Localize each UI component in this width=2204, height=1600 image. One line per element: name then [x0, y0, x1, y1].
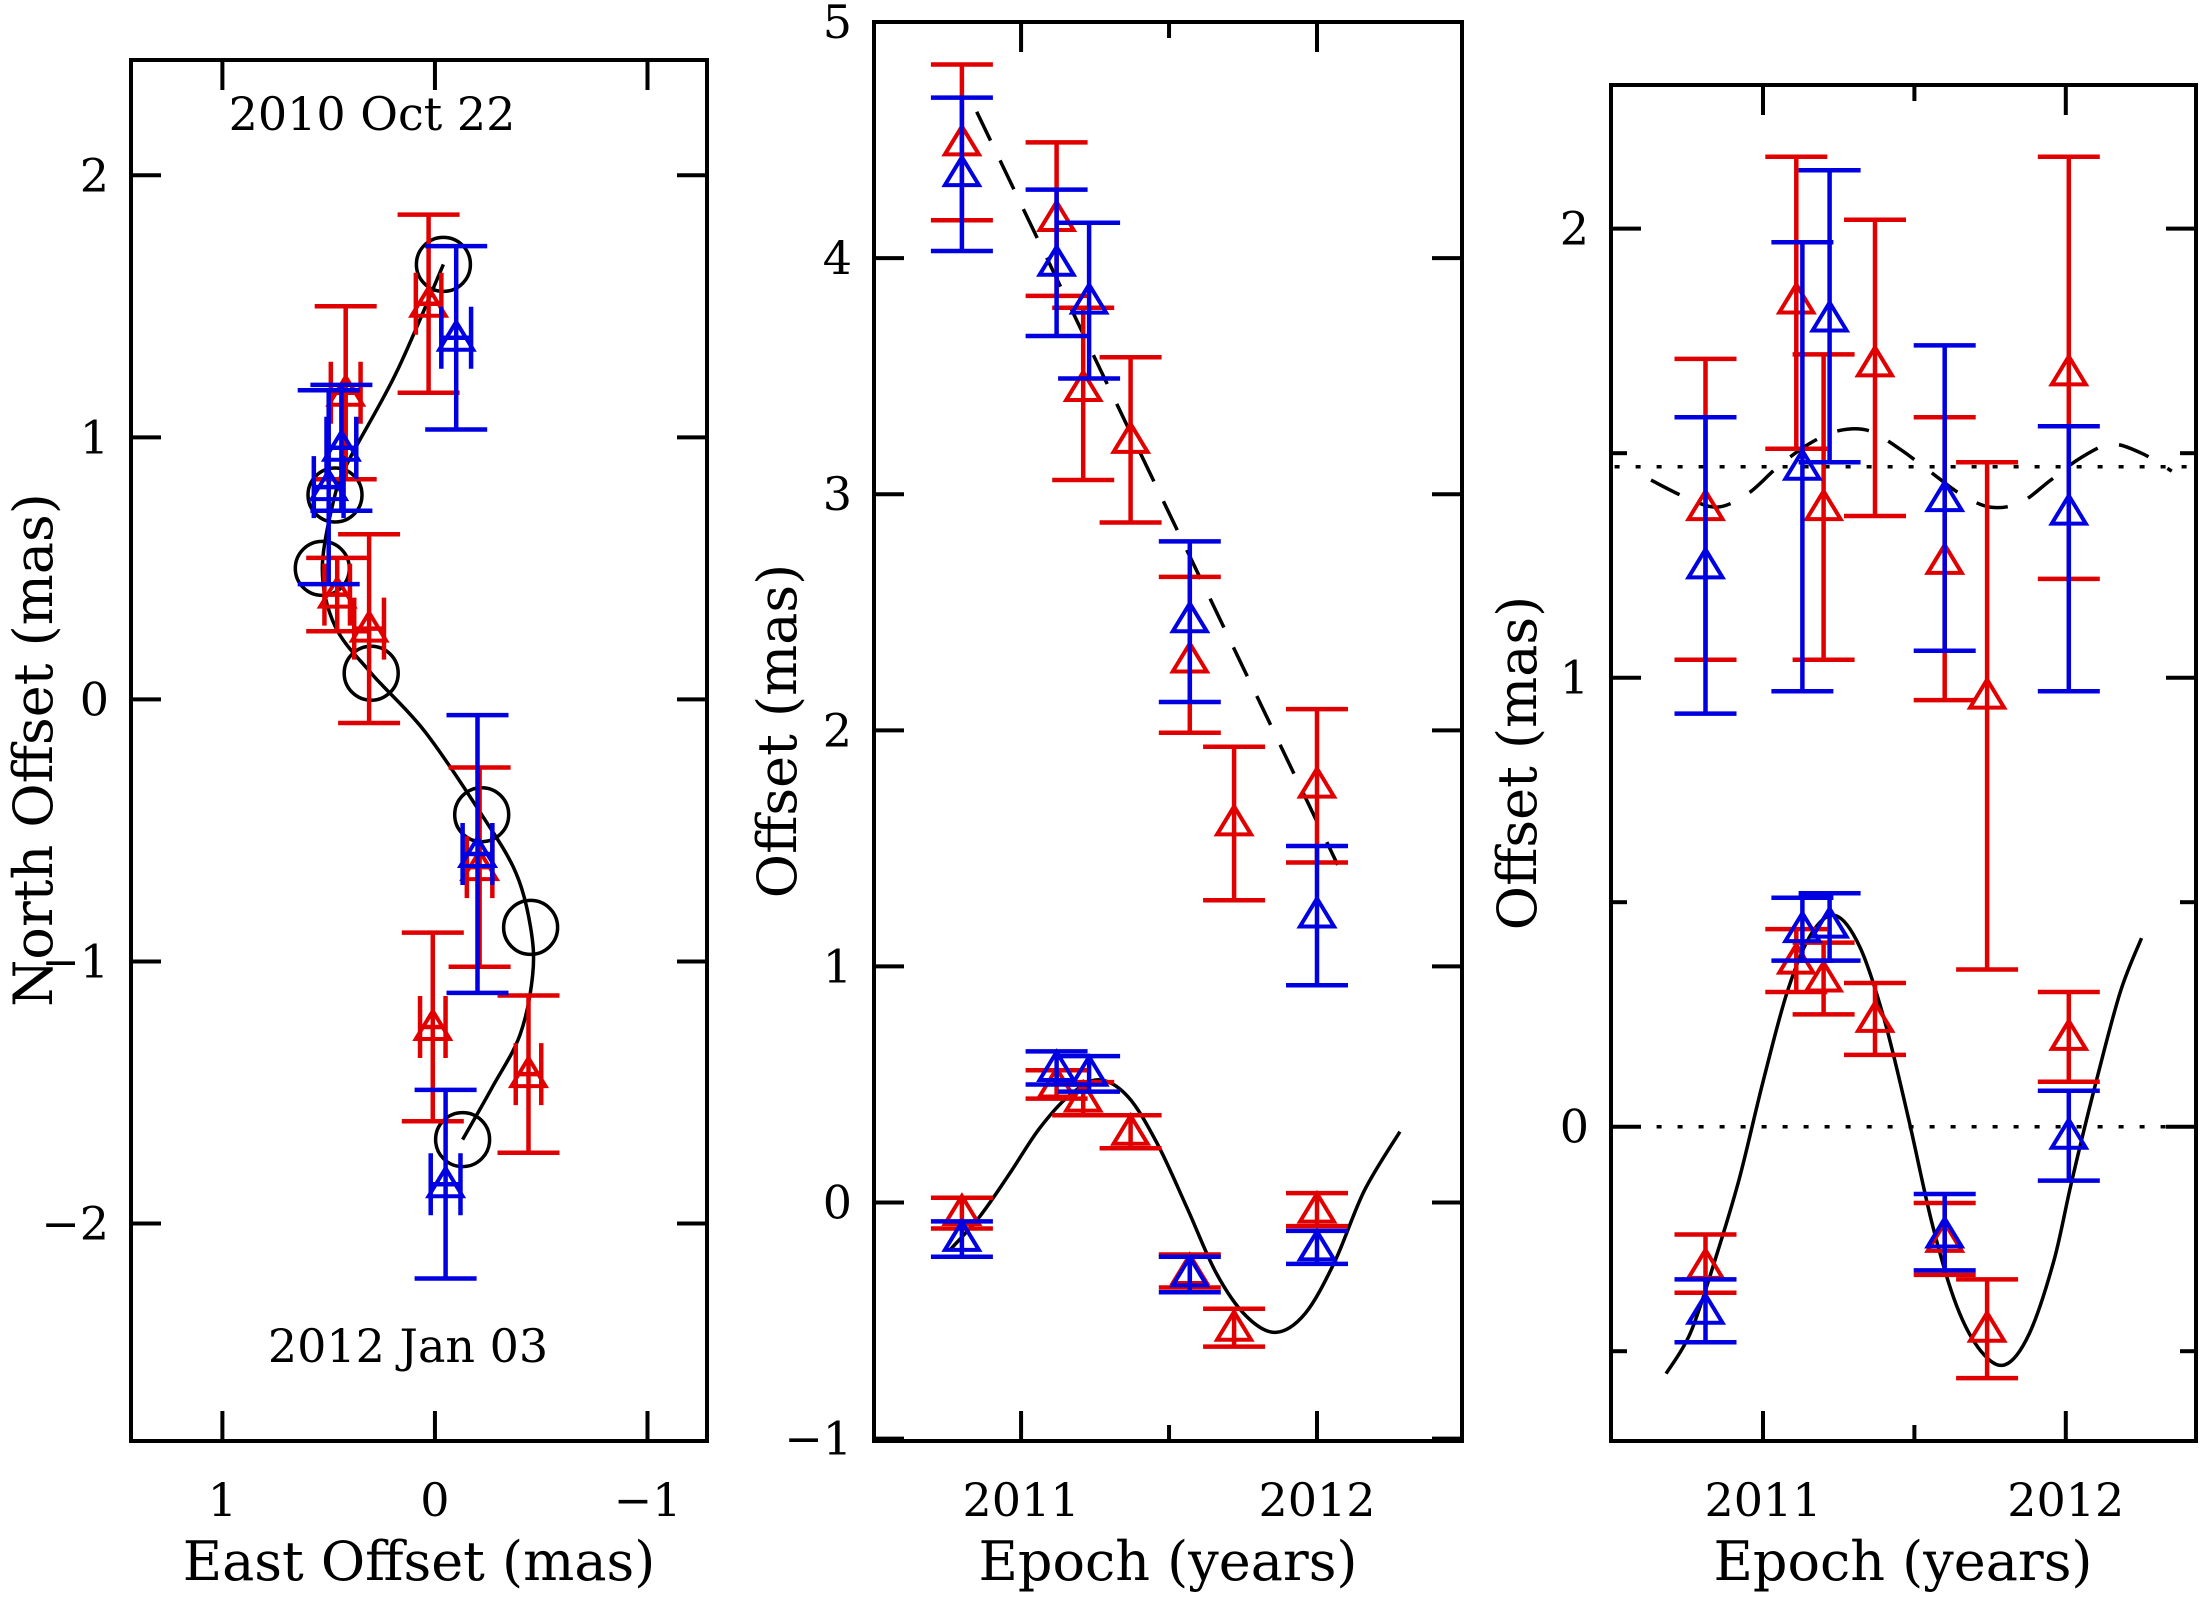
red-triangle-marker	[1966, 1308, 2008, 1343]
y-tick-label: 2	[1560, 202, 1589, 256]
blue-triangle-marker	[456, 834, 499, 868]
red-triangle-marker	[1213, 1307, 1255, 1342]
red-triangle-marker	[1854, 343, 1896, 378]
y-tick-label: 4	[823, 231, 852, 285]
x-tick-label: 0	[420, 1473, 449, 1527]
y-tick-label: 1	[80, 410, 109, 464]
annotation-last-epoch: 2012 Jan 03	[268, 1319, 548, 1373]
red-triangle-marker	[2048, 352, 2090, 387]
y-tick-label: −1	[784, 1412, 852, 1466]
blue-triangle-marker	[425, 1164, 467, 1199]
fit-curve-solid	[948, 1078, 1402, 1335]
blue-triangle-marker	[1296, 1227, 1338, 1262]
right-panel-detrended-offset: 2011 2012 2 1 0	[1560, 83, 2198, 1527]
blue-triangle-marker	[941, 153, 983, 188]
blue-triangle-marker	[1684, 545, 1727, 580]
y-tick-label: 3	[823, 467, 852, 521]
blue-triangle-marker	[2048, 1115, 2090, 1150]
blue-triangle-marker	[1781, 446, 1823, 481]
epoch-circle-marker	[306, 466, 364, 524]
red-triangle-marker	[1110, 1111, 1152, 1146]
red-triangle-marker	[1213, 802, 1255, 837]
x-tick-label: 1	[208, 1473, 237, 1527]
red-triangle-marker	[1296, 764, 1338, 799]
blue-triangle-marker	[308, 467, 350, 502]
x-tick-label: 2011	[963, 1473, 1080, 1527]
y-axis-title-right-panel: Offset (mas)	[1486, 596, 1549, 930]
blue-triangle-marker	[1684, 1290, 1727, 1325]
left-panel-trajectory: 1 0 −1 2 1 0 −1 −2	[41, 58, 709, 1527]
red-triangle-marker	[316, 574, 358, 609]
red-triangle-marker	[348, 608, 390, 643]
y-axis-title-middle-panel: Offset (mas)	[746, 564, 809, 898]
blue-triangle-marker	[1296, 894, 1338, 929]
blue-triangle-marker	[1924, 478, 1966, 513]
y-tick-label: 1	[1560, 651, 1589, 705]
x-tick-label: 2012	[2007, 1473, 2124, 1527]
fit-curve-dashed	[975, 110, 1340, 866]
annotation-first-epoch: 2010 Oct 22	[229, 87, 516, 141]
epoch-circle-marker	[501, 898, 560, 957]
y-tick-label: −1	[41, 934, 109, 988]
middle-panel-offset-vs-epoch: 2011 2012 5 4 3 2 1 0 −1	[784, 0, 1464, 1527]
red-triangle-marker	[1803, 958, 1845, 993]
red-triangle-marker	[1803, 487, 1845, 522]
y-tick-label: 0	[823, 1176, 852, 1230]
red-triangle-marker	[1966, 675, 2008, 710]
blue-triangle-marker	[1068, 280, 1110, 315]
red-triangle-marker	[1062, 368, 1104, 402]
y-tick-label: 5	[823, 0, 852, 49]
y-tick-label: 0	[1560, 1100, 1589, 1154]
x-tick-label: 2012	[1258, 1473, 1375, 1527]
panel-frame	[1609, 83, 2198, 1443]
red-triangle-marker	[408, 283, 450, 318]
fit-curve-solid	[320, 263, 536, 1141]
x-axis-title-left-panel: East Offset (mas)	[183, 1530, 656, 1593]
x-axis-title-right-panel: Epoch (years)	[1713, 1530, 2092, 1593]
red-triangle-marker	[1775, 280, 1817, 315]
x-axis-title-middle-panel: Epoch (years)	[978, 1530, 1357, 1593]
fit-curve-solid	[1664, 913, 2144, 1375]
red-triangle-marker	[1296, 1189, 1338, 1224]
y-tick-label: 2	[80, 148, 109, 202]
blue-triangle-marker	[1169, 1253, 1211, 1288]
y-tick-label: 1	[823, 939, 852, 993]
blue-triangle-marker	[1781, 909, 1823, 944]
blue-triangle-marker	[1169, 599, 1211, 634]
blue-triangle-marker	[1809, 298, 1851, 333]
red-triangle-marker	[2048, 1017, 2090, 1051]
x-tick-label: 2011	[1704, 1473, 1821, 1527]
blue-triangle-marker	[1036, 1048, 1078, 1082]
blue-triangle-marker	[435, 317, 477, 352]
panel-frame	[129, 58, 709, 1443]
fit-curve-dashed	[1650, 427, 2173, 510]
blue-triangle-marker	[1068, 1052, 1110, 1087]
blue-triangle-marker	[1809, 904, 1851, 939]
red-triangle-marker	[1062, 1078, 1104, 1113]
red-triangle-marker	[1110, 420, 1152, 454]
red-triangle-marker	[507, 1054, 550, 1089]
y-tick-label: −2	[41, 1196, 109, 1250]
y-tick-label: 2	[823, 703, 852, 757]
red-triangle-marker	[1854, 999, 1896, 1033]
blue-triangle-marker	[1036, 242, 1078, 277]
blue-triangle-marker	[941, 1218, 983, 1252]
y-axis-title-left-panel: North Offset (mas)	[2, 493, 65, 1007]
y-tick-label: 0	[80, 672, 109, 726]
red-triangle-marker	[412, 1007, 454, 1041]
x-tick-label: −1	[614, 1473, 682, 1527]
blue-triangle-marker	[2048, 491, 2090, 526]
blue-triangle-marker	[1924, 1214, 1966, 1249]
